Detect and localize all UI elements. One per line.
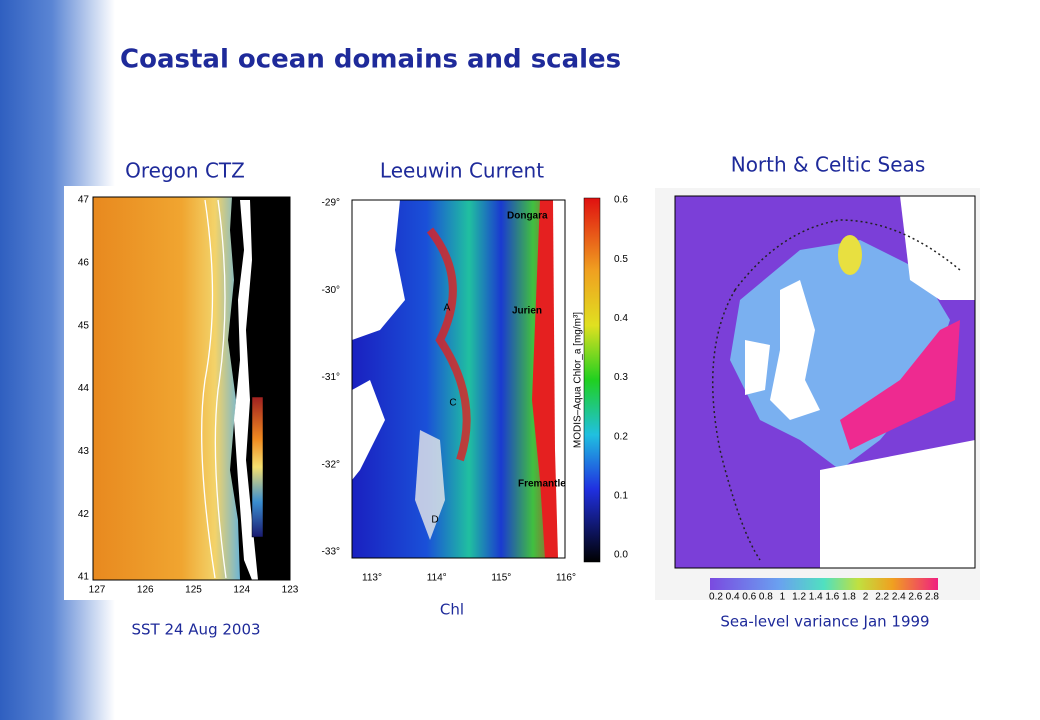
panel-caption: SST 24 Aug 2003 xyxy=(131,621,260,639)
tick-label: 41 xyxy=(78,572,90,583)
panel-title: North & Celtic Seas xyxy=(731,153,926,177)
place-label: Fremantle xyxy=(518,479,566,490)
contour xyxy=(214,199,227,579)
tick-label: 125 xyxy=(185,585,202,596)
cloud xyxy=(415,430,445,540)
tick-label: 14 xyxy=(266,462,278,473)
tick-label: 8 xyxy=(266,532,272,543)
tick-label: 124 xyxy=(233,585,250,596)
tick-label: 2.2 xyxy=(875,592,889,603)
leeuwin-panel: Leeuwin Current MODIS–Aqua Chlor_a [mg/m… xyxy=(351,159,601,619)
cloud xyxy=(352,200,405,340)
tick-label: 115° xyxy=(491,573,511,584)
high-variance xyxy=(838,235,862,275)
cloud xyxy=(352,380,385,480)
tick-label: -32° xyxy=(322,459,340,470)
tick-label: 116° xyxy=(556,573,576,584)
tick-label: 42 xyxy=(78,509,90,520)
panel-caption: Sea-level variance Jan 1999 xyxy=(720,613,929,631)
tick-label: 0.4 xyxy=(726,592,740,603)
land xyxy=(553,200,565,558)
filament xyxy=(426,227,471,462)
tick-label: 46 xyxy=(78,257,90,268)
tick-label: 2.8 xyxy=(925,592,939,603)
land xyxy=(820,440,975,568)
tick-label: 1.4 xyxy=(809,592,823,603)
tick-label: -31° xyxy=(322,372,340,383)
panel-title: Oregon CTZ xyxy=(125,159,245,183)
tick-label: 0.5 xyxy=(614,254,628,265)
place-label: Jurien xyxy=(512,306,542,317)
tick-label: 0.8 xyxy=(759,592,773,603)
tick-label: 0.2 xyxy=(614,431,628,442)
map-frame xyxy=(92,196,291,581)
tick-label: 0.0 xyxy=(614,550,628,561)
tick-label: 113° xyxy=(362,573,382,584)
tick-label: 1.2 xyxy=(792,592,806,603)
tick-label: 2.6 xyxy=(908,592,922,603)
land xyxy=(745,340,770,395)
land xyxy=(770,280,820,420)
colorbar xyxy=(710,578,938,590)
tick-label: 1.6 xyxy=(825,592,839,603)
map-frame xyxy=(351,199,566,559)
tick-label: 0.4 xyxy=(614,313,628,324)
tick-label: 12 xyxy=(266,485,278,496)
place-label: Dongara xyxy=(507,211,548,222)
tick-label: 18 xyxy=(266,415,278,426)
colorbar xyxy=(251,396,264,538)
region-marker: D xyxy=(431,515,438,526)
region-marker: A xyxy=(444,303,451,314)
tick-label: 44 xyxy=(78,383,90,394)
tick-label: -29° xyxy=(322,198,340,209)
tick-label: 10 xyxy=(266,508,278,519)
high-variance xyxy=(840,320,960,450)
panel-caption: Chl xyxy=(440,601,464,619)
coastline-gap xyxy=(234,200,258,580)
tick-label: 114° xyxy=(427,573,447,584)
tick-label: 43 xyxy=(78,446,90,457)
tick-label: -30° xyxy=(322,285,340,296)
panel-title: Leeuwin Current xyxy=(380,159,544,183)
oregon-panel: Oregon CTZ °C SST 24 Aug 2003 xyxy=(64,159,300,639)
tick-label: 45 xyxy=(78,320,90,331)
tick-label: 0.1 xyxy=(614,490,628,501)
tick-label: 0.6 xyxy=(614,195,628,206)
region-marker: C xyxy=(449,398,456,409)
tick-label: 0.3 xyxy=(614,372,628,383)
land xyxy=(900,196,975,300)
tick-label: 1.8 xyxy=(842,592,856,603)
colorbar-title: MODIS–Aqua Chlor_a [mg/m³] xyxy=(573,312,584,448)
tick-label: 123 xyxy=(282,585,299,596)
tick-label: -33° xyxy=(322,547,340,558)
contour xyxy=(201,199,216,579)
shelf-edge xyxy=(712,219,961,561)
tick-label: 2 xyxy=(863,592,869,603)
north-sea-panel: North & Celtic Seas Sea-level variance J… xyxy=(655,153,980,631)
tick-label: 1 xyxy=(780,592,786,603)
map-frame xyxy=(674,195,976,569)
tick-label: 47 xyxy=(78,195,90,206)
tick-label: 0.2 xyxy=(709,592,723,603)
tick-label: 20 xyxy=(266,392,278,403)
tick-label: 0.6 xyxy=(742,592,756,603)
tick-label: 127 xyxy=(89,585,106,596)
colorbar xyxy=(583,197,601,563)
colorbar-unit: °C xyxy=(252,382,263,393)
tick-label: 2.4 xyxy=(892,592,906,603)
slide-title: Coastal ocean domains and scales xyxy=(120,45,621,75)
tick-label: 16 xyxy=(266,438,278,449)
tick-label: 126 xyxy=(137,585,154,596)
